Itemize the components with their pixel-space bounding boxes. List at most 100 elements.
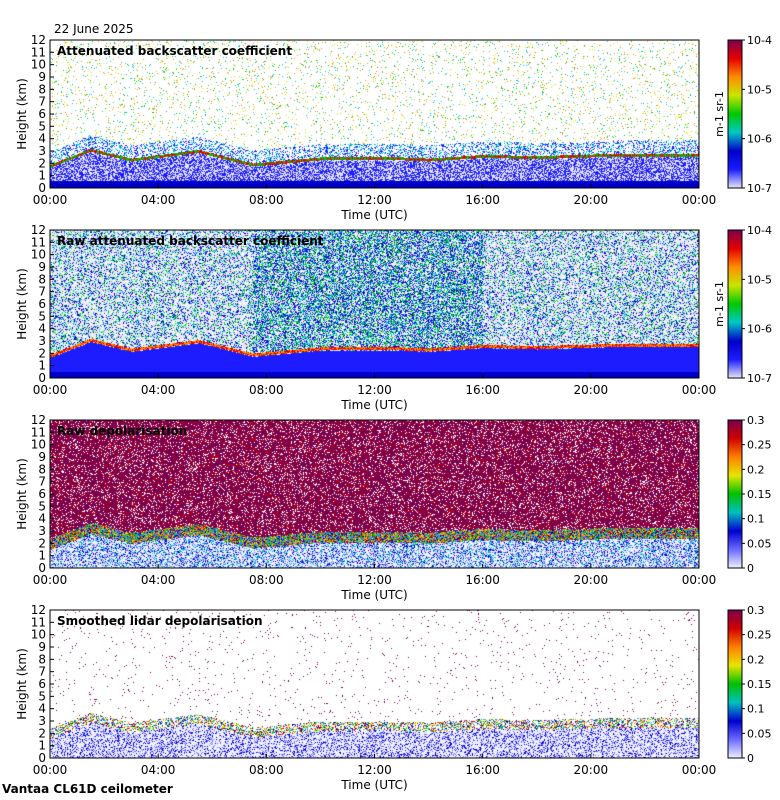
x-tick-label: 00:00 [33,763,68,777]
colorbar-tick-label: 0.05 [747,537,772,550]
y-tick-label: 8 [38,462,46,476]
colorbar-tick-label: 0.1 [747,513,765,526]
colorbar-tick-label: 10-5 [747,83,772,96]
x-tick-label: 00:00 [33,383,68,397]
x-tick-label: 20:00 [574,383,609,397]
y-tick-label: 12 [31,603,46,617]
colorbar-tick-label: 0.05 [747,727,772,740]
date-label: 22 June 2025 [54,22,134,36]
y-tick-label: 7 [38,95,46,109]
y-tick-label: 10 [31,628,46,642]
x-tick-label: 04:00 [141,383,176,397]
y-tick-label: 9 [38,260,46,274]
y-axis-label: Height (km) [15,268,29,339]
colorbar-tick-label: 10-7 [747,372,772,385]
y-tick-label: 6 [38,107,46,121]
x-tick-label: 12:00 [357,763,392,777]
colorbar-tick-label: 0.3 [747,414,765,427]
y-tick-label: 5 [38,119,46,133]
y-tick-label: 12 [31,223,46,237]
y-tick-label: 7 [38,285,46,299]
colorbar-unit-label: m-1 sr-1 [713,91,726,137]
y-tick-label: 9 [38,640,46,654]
x-axis-label: Time (UTC) [340,588,407,602]
colorbar-tick-label: 0.2 [747,463,765,476]
colorbar-tick-label: 0.3 [747,604,765,617]
x-axis-label: Time (UTC) [340,778,407,792]
y-tick-label: 2 [38,536,46,550]
data-field-image [50,420,699,568]
panel-title: Raw depolarisation [57,424,187,438]
y-tick-label: 3 [38,144,46,158]
y-axis-label: Height (km) [15,648,29,719]
y-tick-label: 7 [38,665,46,679]
x-tick-label: 00:00 [682,573,717,587]
y-tick-label: 4 [38,702,46,716]
y-tick-label: 11 [31,615,46,629]
panel-title: Attenuated backscatter coefficient [57,44,292,58]
colorbar-tick-label: 0 [747,752,754,765]
footer-label: Vantaa CL61D ceilometer [2,782,173,796]
y-tick-label: 1 [38,739,46,753]
x-tick-label: 16:00 [465,573,500,587]
x-tick-label: 12:00 [357,573,392,587]
x-tick-label: 20:00 [574,573,609,587]
y-tick-label: 1 [38,549,46,563]
y-tick-label: 5 [38,689,46,703]
y-axis-label: Height (km) [15,78,29,149]
colorbar [727,229,743,379]
y-tick-label: 2 [38,346,46,360]
data-field-image [50,610,699,758]
y-tick-label: 9 [38,450,46,464]
y-tick-label: 4 [38,132,46,146]
x-tick-label: 00:00 [33,193,68,207]
y-tick-label: 12 [31,413,46,427]
colorbar-tick-label: 10-7 [747,182,772,195]
x-tick-label: 08:00 [249,383,284,397]
y-tick-label: 0 [38,371,46,385]
x-tick-label: 08:00 [249,573,284,587]
y-tick-label: 4 [38,512,46,526]
colorbar-tick-label: 10-6 [747,323,772,336]
x-axis-label: Time (UTC) [340,398,407,412]
colorbar-tick-label: 10-5 [747,273,772,286]
x-tick-label: 04:00 [141,573,176,587]
data-field-image [50,230,699,378]
colorbar-tick-label: 0.25 [747,629,772,642]
y-tick-label: 1 [38,359,46,373]
y-tick-label: 10 [31,248,46,262]
y-tick-label: 6 [38,297,46,311]
colorbar-tick-label: 10-4 [747,34,772,47]
y-tick-label: 5 [38,309,46,323]
x-tick-label: 04:00 [141,193,176,207]
colorbar-tick-label: 0.15 [747,678,772,691]
y-tick-label: 9 [38,70,46,84]
y-tick-label: 4 [38,322,46,336]
y-tick-label: 10 [31,438,46,452]
x-tick-label: 00:00 [682,193,717,207]
y-tick-label: 0 [38,561,46,575]
panel-title: Smoothed lidar depolarisation [57,614,263,628]
x-tick-label: 20:00 [574,193,609,207]
y-tick-label: 2 [38,726,46,740]
y-axis-label: Height (km) [15,458,29,529]
x-tick-label: 12:00 [357,383,392,397]
x-tick-label: 20:00 [574,763,609,777]
colorbar-tick-label: 10-4 [747,224,772,237]
x-tick-label: 04:00 [141,763,176,777]
x-tick-label: 16:00 [465,193,500,207]
y-tick-label: 10 [31,58,46,72]
y-tick-label: 6 [38,677,46,691]
panel-title: Raw attenuated backscatter coefficient [57,234,324,248]
x-axis-label: Time (UTC) [340,208,407,222]
x-tick-label: 12:00 [357,193,392,207]
colorbar-tick-label: 0 [747,562,754,575]
colorbar-tick-label: 0.1 [747,703,765,716]
colorbar [727,609,743,759]
colorbar-tick-label: 10-6 [747,133,772,146]
y-tick-label: 8 [38,82,46,96]
y-tick-label: 6 [38,487,46,501]
